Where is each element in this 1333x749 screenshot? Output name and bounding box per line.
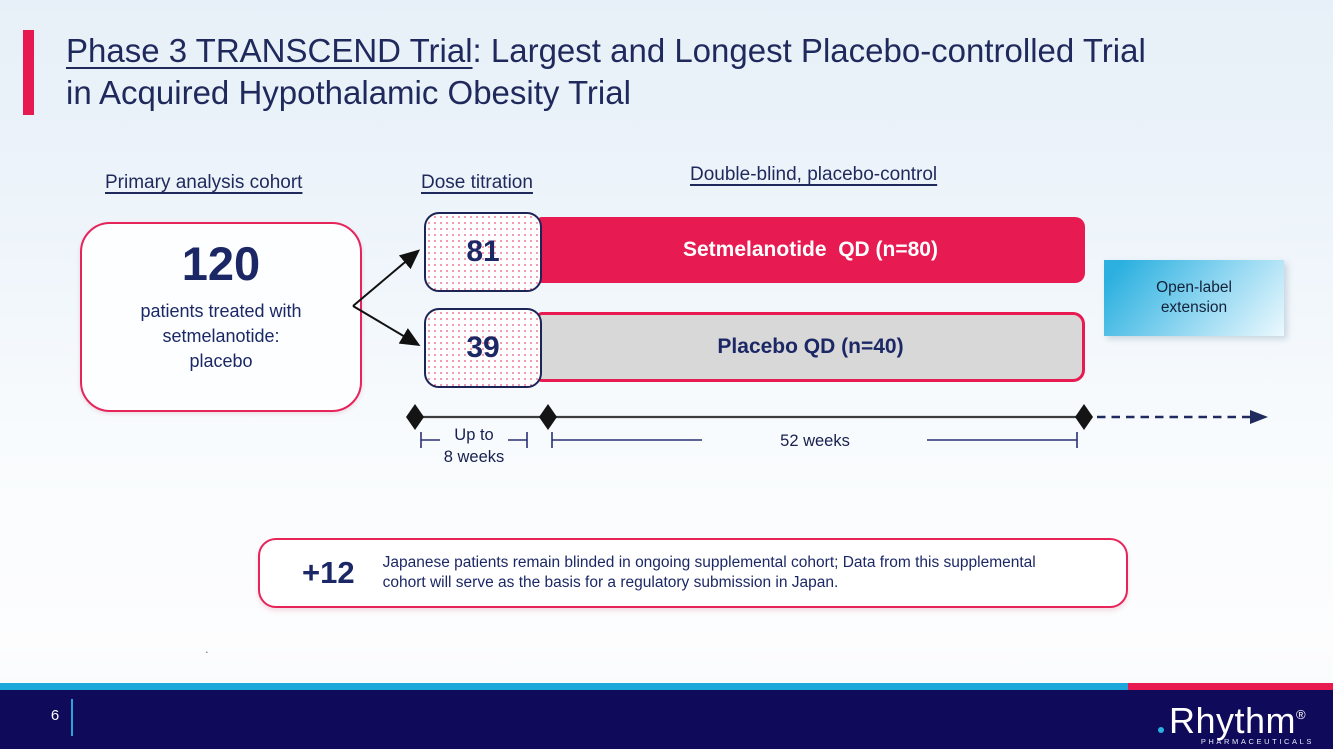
- setmelanotide-arm-bar: Setmelanotide QD (n=80): [536, 217, 1085, 283]
- cohort-description-line1: patients treated with: [140, 301, 302, 321]
- footer-stripe-red: [1128, 683, 1333, 690]
- slide-title-line2: in Acquired Hypothalamic Obesity Trial: [66, 74, 631, 111]
- logo-wordmark: Rhythm®: [1158, 696, 1314, 739]
- open-label-line1: Open-label: [1156, 279, 1232, 296]
- registered-trademark-icon: ®: [1296, 707, 1306, 722]
- logo-dot-icon: [1158, 727, 1164, 733]
- supplemental-cohort-text-line2: cohort will serve as the basis for a reg…: [382, 574, 839, 591]
- milestone-diamond-randomization: [539, 404, 557, 430]
- cohort-description-line2: setmelanotide:: [162, 326, 280, 346]
- primary-cohort-box: 120 patients treated with setmelanotide:…: [80, 222, 362, 412]
- titration-duration-label-line1: Up to: [454, 426, 493, 444]
- supplemental-cohort-text-line1: Japanese patients remain blinded in ongo…: [382, 554, 1036, 571]
- study-timeline: Up to 8 weeks 52 weeks: [406, 404, 1268, 466]
- titration-duration-label-line2: 8 weeks: [444, 448, 505, 466]
- randomization-arrows: [352, 249, 421, 347]
- cohort-description: patients treated with setmelanotide: pla…: [82, 299, 360, 374]
- slide-title-rest: : Largest and Longest Placebo-controlled…: [472, 32, 1146, 69]
- column-header-primary-analysis-cohort: Primary analysis cohort: [105, 172, 303, 193]
- footer-bar: [0, 690, 1333, 749]
- column-header-dose-titration: Dose titration: [421, 172, 533, 193]
- page-number: 6: [50, 707, 60, 724]
- logo-text: Rhythm: [1169, 700, 1297, 741]
- placebo-titration-box: 39: [424, 308, 542, 388]
- open-label-extension-box: Open-label extension: [1104, 260, 1284, 336]
- milestone-diamond-week52: [1075, 404, 1093, 430]
- title-accent-bar: [23, 30, 34, 115]
- double-blind-duration-label: 52 weeks: [780, 432, 850, 450]
- cohort-description-line3: placebo: [189, 351, 253, 371]
- placebo-arm-bar: Placebo QD (n=40): [536, 312, 1085, 382]
- footer-divider: [71, 699, 73, 736]
- bracket-titration: [420, 432, 528, 448]
- placebo-arm-label: Placebo QD (n=40): [717, 335, 904, 358]
- supplemental-cohort-count: +12: [302, 555, 355, 590]
- open-label-line2: extension: [1160, 299, 1228, 316]
- logo-subtext: PHARMACEUTICALS: [1200, 737, 1314, 746]
- rhythm-pharmaceuticals-logo: Rhythm® PHARMACEUTICALS: [1158, 696, 1314, 746]
- footer-stripe-cyan: [0, 683, 1128, 690]
- slide-title-line1: Phase 3 TRANSCEND Trial: Largest and Lon…: [66, 30, 1306, 72]
- milestone-diamond-start: [406, 404, 424, 430]
- setmelanotide-titration-box: 81: [424, 212, 542, 292]
- timeline-arrowhead: [1250, 410, 1268, 424]
- cohort-count: 120: [181, 237, 261, 290]
- bracket-double-blind: [551, 432, 1078, 448]
- supplemental-cohort-text: Japanese patients remain blinded in ongo…: [383, 553, 1036, 593]
- setmelanotide-titration-count: 81: [466, 235, 500, 268]
- setmelanotide-arm-label: Setmelanotide QD (n=80): [683, 238, 938, 261]
- slide-title-underlined: Phase 3 TRANSCEND Trial: [66, 32, 473, 69]
- column-header-double-blind: Double-blind, placebo-control: [690, 164, 938, 185]
- placebo-titration-count: 39: [466, 331, 500, 364]
- stray-period: .: [205, 641, 209, 656]
- slide-title: Phase 3 TRANSCEND Trial: Largest and Lon…: [66, 30, 1306, 114]
- supplemental-cohort-note: +12 Japanese patients remain blinded in …: [258, 538, 1128, 608]
